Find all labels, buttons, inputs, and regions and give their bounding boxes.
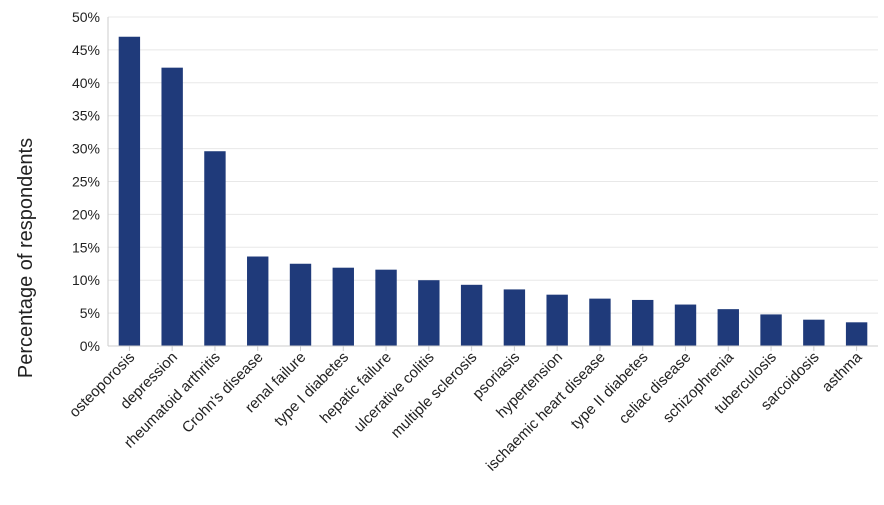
grid-lines: [108, 16, 878, 314]
x-category-label: type I diabetes: [271, 349, 352, 430]
y-tick-label: 10%: [72, 272, 100, 288]
bar-osteoporosis: [118, 36, 141, 347]
y-tick-label: 25%: [72, 174, 100, 190]
y-tick-label: 50%: [72, 9, 100, 25]
axes: [107, 17, 878, 351]
bar-celiac-disease: [674, 304, 697, 346]
bar-depression: [161, 67, 183, 346]
bar-asthma: [845, 322, 868, 346]
y-tick-label: 15%: [72, 239, 100, 255]
bars: [118, 36, 868, 347]
bar-hypertension: [546, 294, 568, 346]
bar-rheumatoid-arthritis: [204, 151, 226, 346]
bar-ulcerative-colitis: [418, 280, 440, 346]
y-tick-label: 30%: [72, 141, 100, 157]
bar-crohn-s-disease: [247, 256, 269, 346]
y-tick-label: 0%: [80, 338, 100, 354]
y-tick-label: 45%: [72, 42, 100, 58]
y-tick-label: 35%: [72, 108, 100, 124]
y-tick-label: 5%: [80, 305, 100, 321]
bar-psoriasis: [503, 289, 526, 346]
bar-sarcoidosis: [803, 319, 825, 346]
bar-renal-failure: [289, 263, 312, 346]
x-category-label: asthma: [819, 348, 866, 395]
bar-ischaemic-heart-disease: [589, 298, 611, 346]
y-tick-labels: 0% 5% 10% 15% 20% 25% 30% 35% 40% 45% 50%: [72, 9, 100, 354]
y-tick-label: 20%: [72, 206, 100, 222]
bar-schizophrenia: [717, 309, 739, 346]
y-axis-title: Percentage of respondents: [15, 138, 37, 378]
bar-type-i-diabetes: [332, 267, 354, 346]
y-tick-label: 40%: [72, 75, 100, 91]
bar-hepatic-failure: [375, 269, 397, 346]
bar-tuberculosis: [760, 314, 782, 346]
bar-type-ii-diabetes: [632, 299, 654, 346]
bar-multiple-sclerosis: [460, 284, 483, 346]
